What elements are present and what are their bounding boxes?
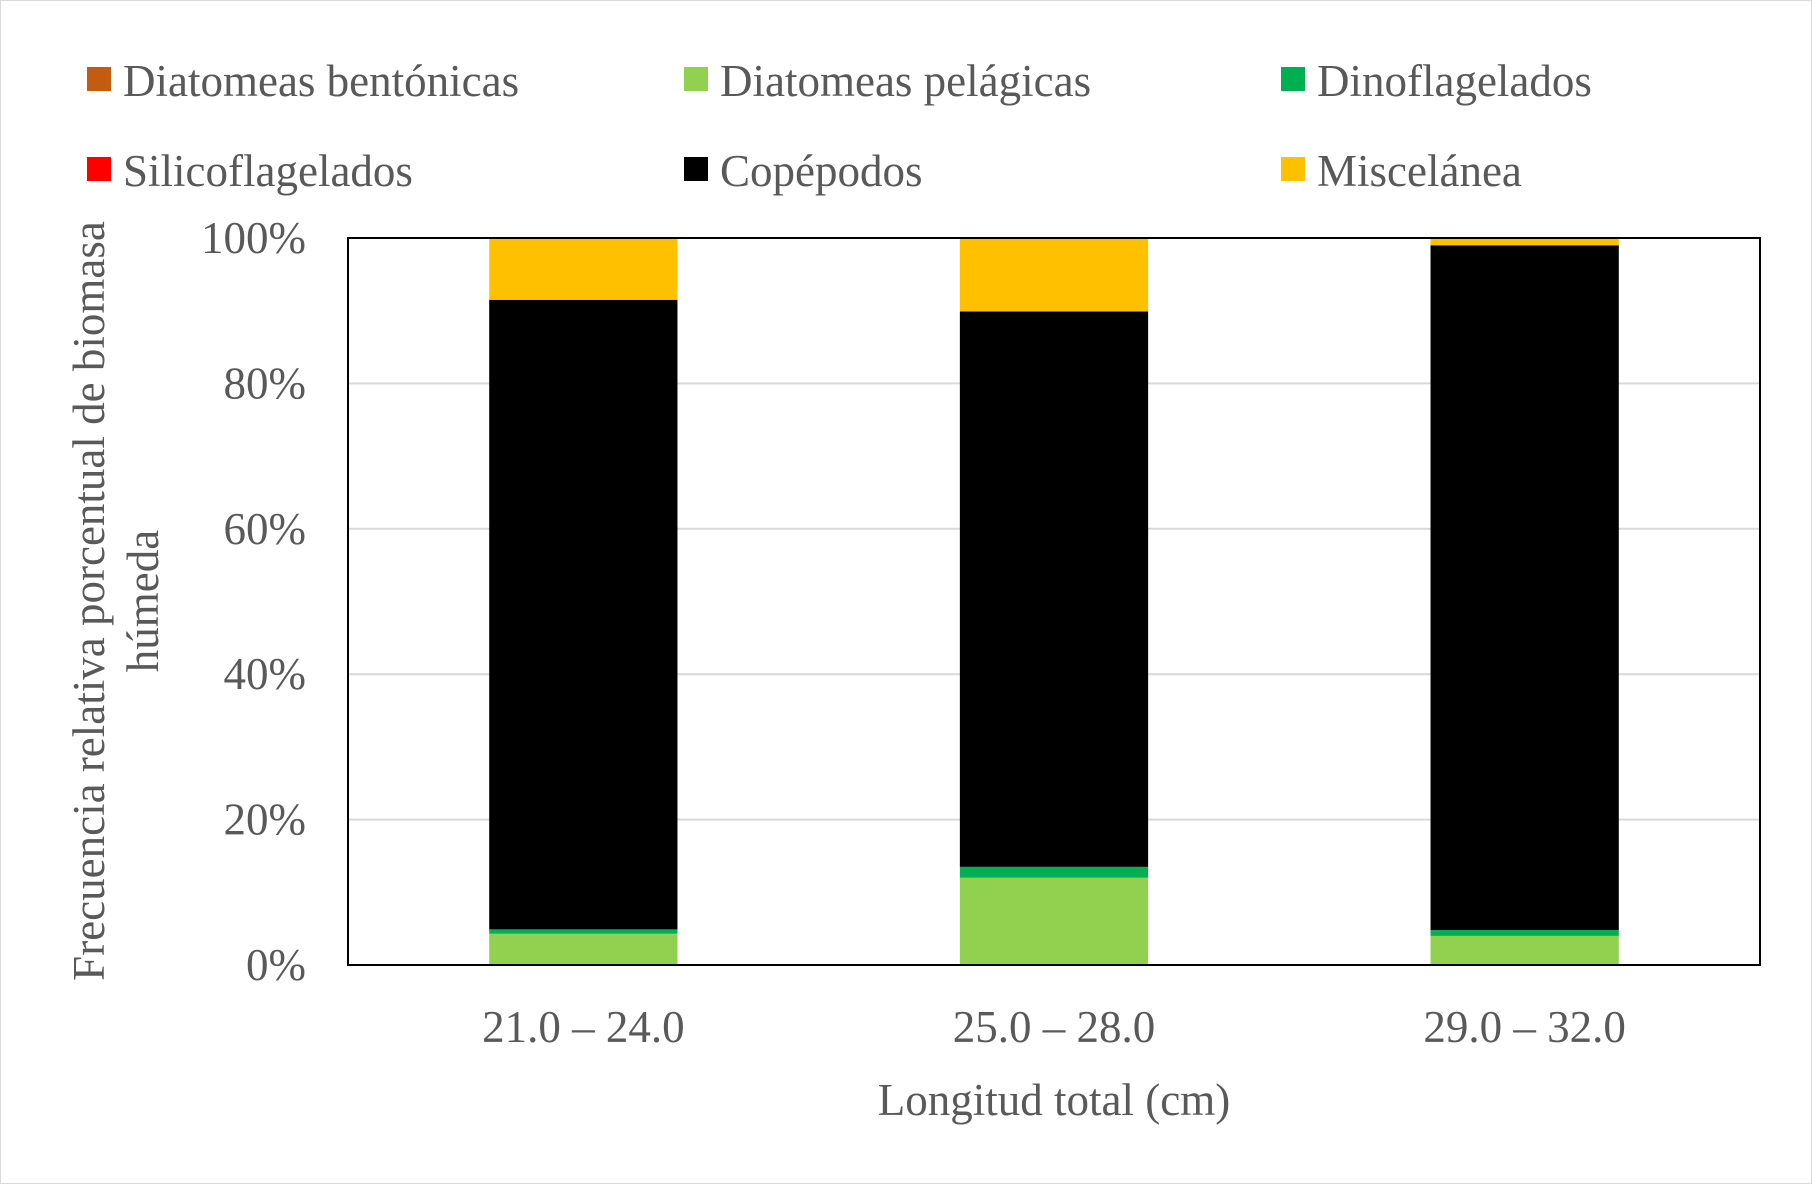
bar-segment xyxy=(489,299,678,930)
y-axis-ticks: 0% 20% 40% 60% 80% 100% xyxy=(201,213,306,990)
legend-label: Copépodos xyxy=(720,146,923,196)
x-tick-label: 21.0 – 24.0 xyxy=(482,1002,685,1052)
x-axis-title: Longitud total (cm) xyxy=(878,1075,1230,1125)
legend-item: Dinoflagelados xyxy=(1281,56,1592,106)
legend-label: Dinoflagelados xyxy=(1317,56,1592,106)
x-axis-ticks: 21.0 – 24.0 25.0 – 28.0 29.0 – 32.0 xyxy=(482,1002,1626,1052)
bar-segment xyxy=(959,866,1149,878)
bar-segment xyxy=(959,238,1149,312)
y-tick-label: 80% xyxy=(224,358,307,408)
bar-segment xyxy=(1430,930,1619,936)
legend-item: Miscelánea xyxy=(1281,146,1522,196)
bar-segment xyxy=(489,238,678,300)
legend-swatch xyxy=(87,157,111,181)
legend-swatch xyxy=(1281,157,1305,181)
legend-item: Diatomeas pelágicas xyxy=(684,56,1091,106)
legend-item: Copépodos xyxy=(684,146,923,196)
legend-label: Silicoflagelados xyxy=(123,146,413,196)
y-tick-label: 60% xyxy=(224,504,307,554)
legend-label: Diatomeas bentónicas xyxy=(123,56,519,106)
legend-swatch xyxy=(684,67,708,91)
bar-segment xyxy=(1430,245,1619,931)
y-tick-label: 0% xyxy=(246,940,306,990)
legend-swatch xyxy=(87,67,111,91)
y-tick-label: 20% xyxy=(224,795,307,845)
legend-swatch xyxy=(684,157,708,181)
bar-segment xyxy=(1430,238,1619,246)
bar-segment xyxy=(959,877,1149,965)
y-axis-title-line-1: Frecuencia relativa porcentual de biomas… xyxy=(64,221,114,981)
y-tick-label: 40% xyxy=(224,649,307,699)
legend-item: Diatomeas bentónicas xyxy=(87,56,519,106)
legend-swatch xyxy=(1281,67,1305,91)
y-tick-label: 100% xyxy=(201,213,306,263)
legend-label: Diatomeas pelágicas xyxy=(720,56,1091,106)
plot-area-frame xyxy=(347,237,1761,966)
bar-segment xyxy=(489,933,678,965)
bar-segment xyxy=(489,929,678,934)
bars xyxy=(489,238,1619,965)
bar-segment xyxy=(1430,935,1619,965)
legend-item: Silicoflagelados xyxy=(87,146,413,196)
x-tick-label: 29.0 – 32.0 xyxy=(1423,1002,1626,1052)
legend-label: Miscelánea xyxy=(1317,146,1522,196)
bar-segment xyxy=(959,311,1149,867)
legend: Diatomeas bentónicas Diatomeas pelágicas D… xyxy=(87,56,1592,196)
y-axis-title-line-2: húmeda xyxy=(118,530,168,672)
x-tick-label: 25.0 – 28.0 xyxy=(953,1002,1156,1052)
